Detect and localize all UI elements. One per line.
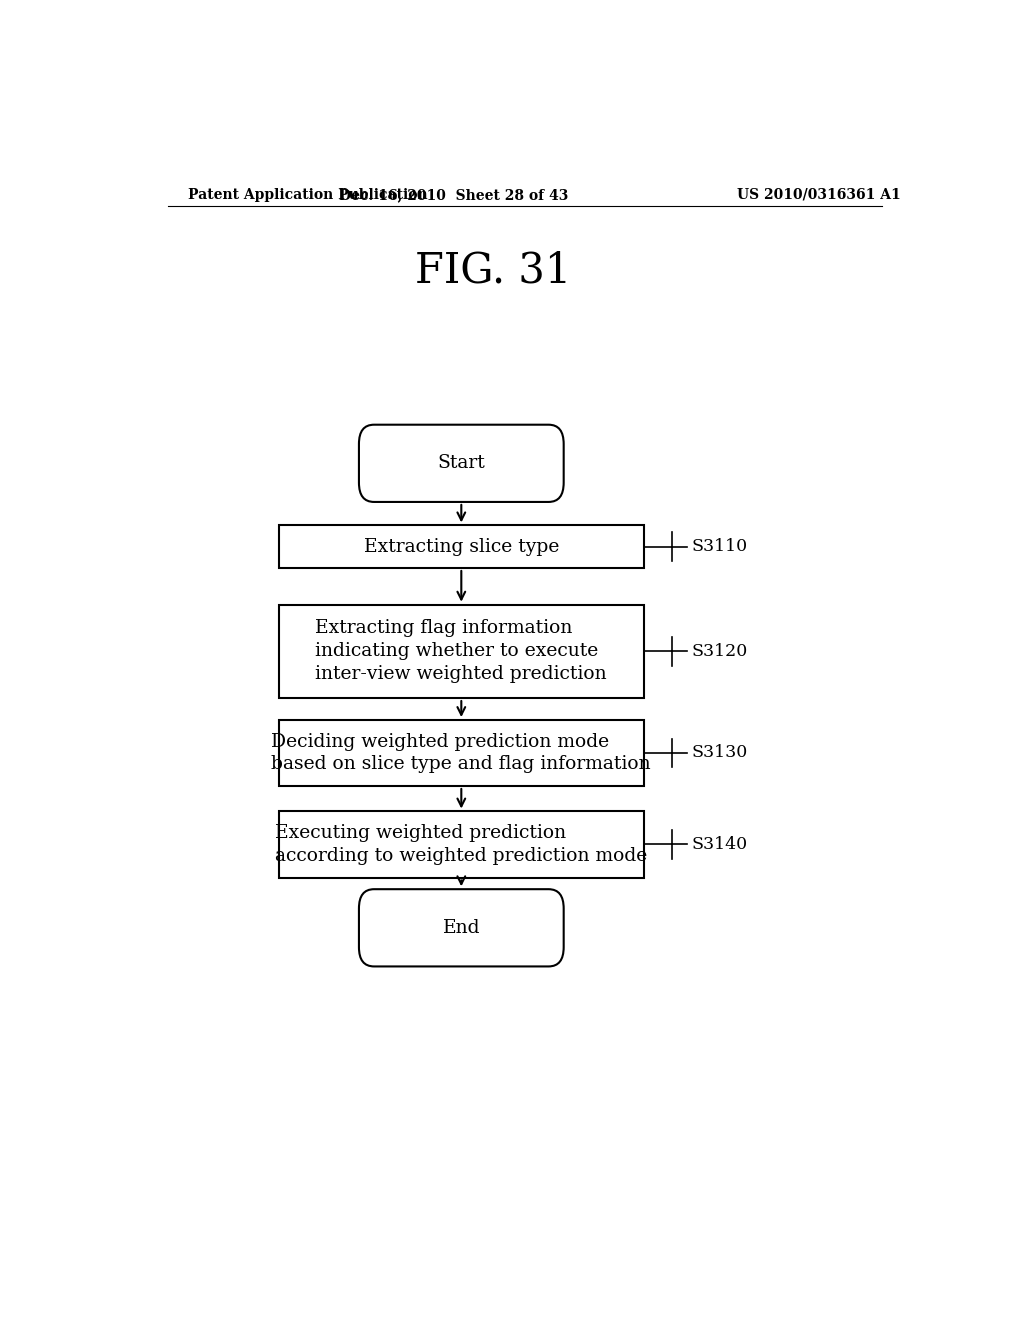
FancyBboxPatch shape [359, 425, 563, 502]
Text: S3140: S3140 [691, 836, 748, 853]
Text: Patent Application Publication: Patent Application Publication [187, 187, 427, 202]
Text: S3110: S3110 [691, 539, 748, 556]
Text: End: End [442, 919, 480, 937]
Text: Extracting flag information
indicating whether to execute
inter-view weighted pr: Extracting flag information indicating w… [315, 619, 607, 684]
Bar [279, 605, 644, 698]
Text: US 2010/0316361 A1: US 2010/0316361 A1 [736, 187, 900, 202]
Text: Executing weighted prediction
according to weighted prediction mode: Executing weighted prediction according … [275, 824, 647, 865]
Bar [279, 719, 644, 785]
Text: S3130: S3130 [691, 744, 748, 762]
Text: FIG. 31: FIG. 31 [415, 249, 571, 292]
Text: S3120: S3120 [691, 643, 748, 660]
Text: Extracting slice type: Extracting slice type [364, 537, 559, 556]
Text: Deciding weighted prediction mode
based on slice type and flag information: Deciding weighted prediction mode based … [271, 733, 651, 774]
Bar [279, 812, 644, 878]
FancyBboxPatch shape [359, 890, 563, 966]
Text: Start: Start [437, 454, 485, 473]
Bar [279, 525, 644, 568]
Text: Dec. 16, 2010  Sheet 28 of 43: Dec. 16, 2010 Sheet 28 of 43 [339, 187, 568, 202]
